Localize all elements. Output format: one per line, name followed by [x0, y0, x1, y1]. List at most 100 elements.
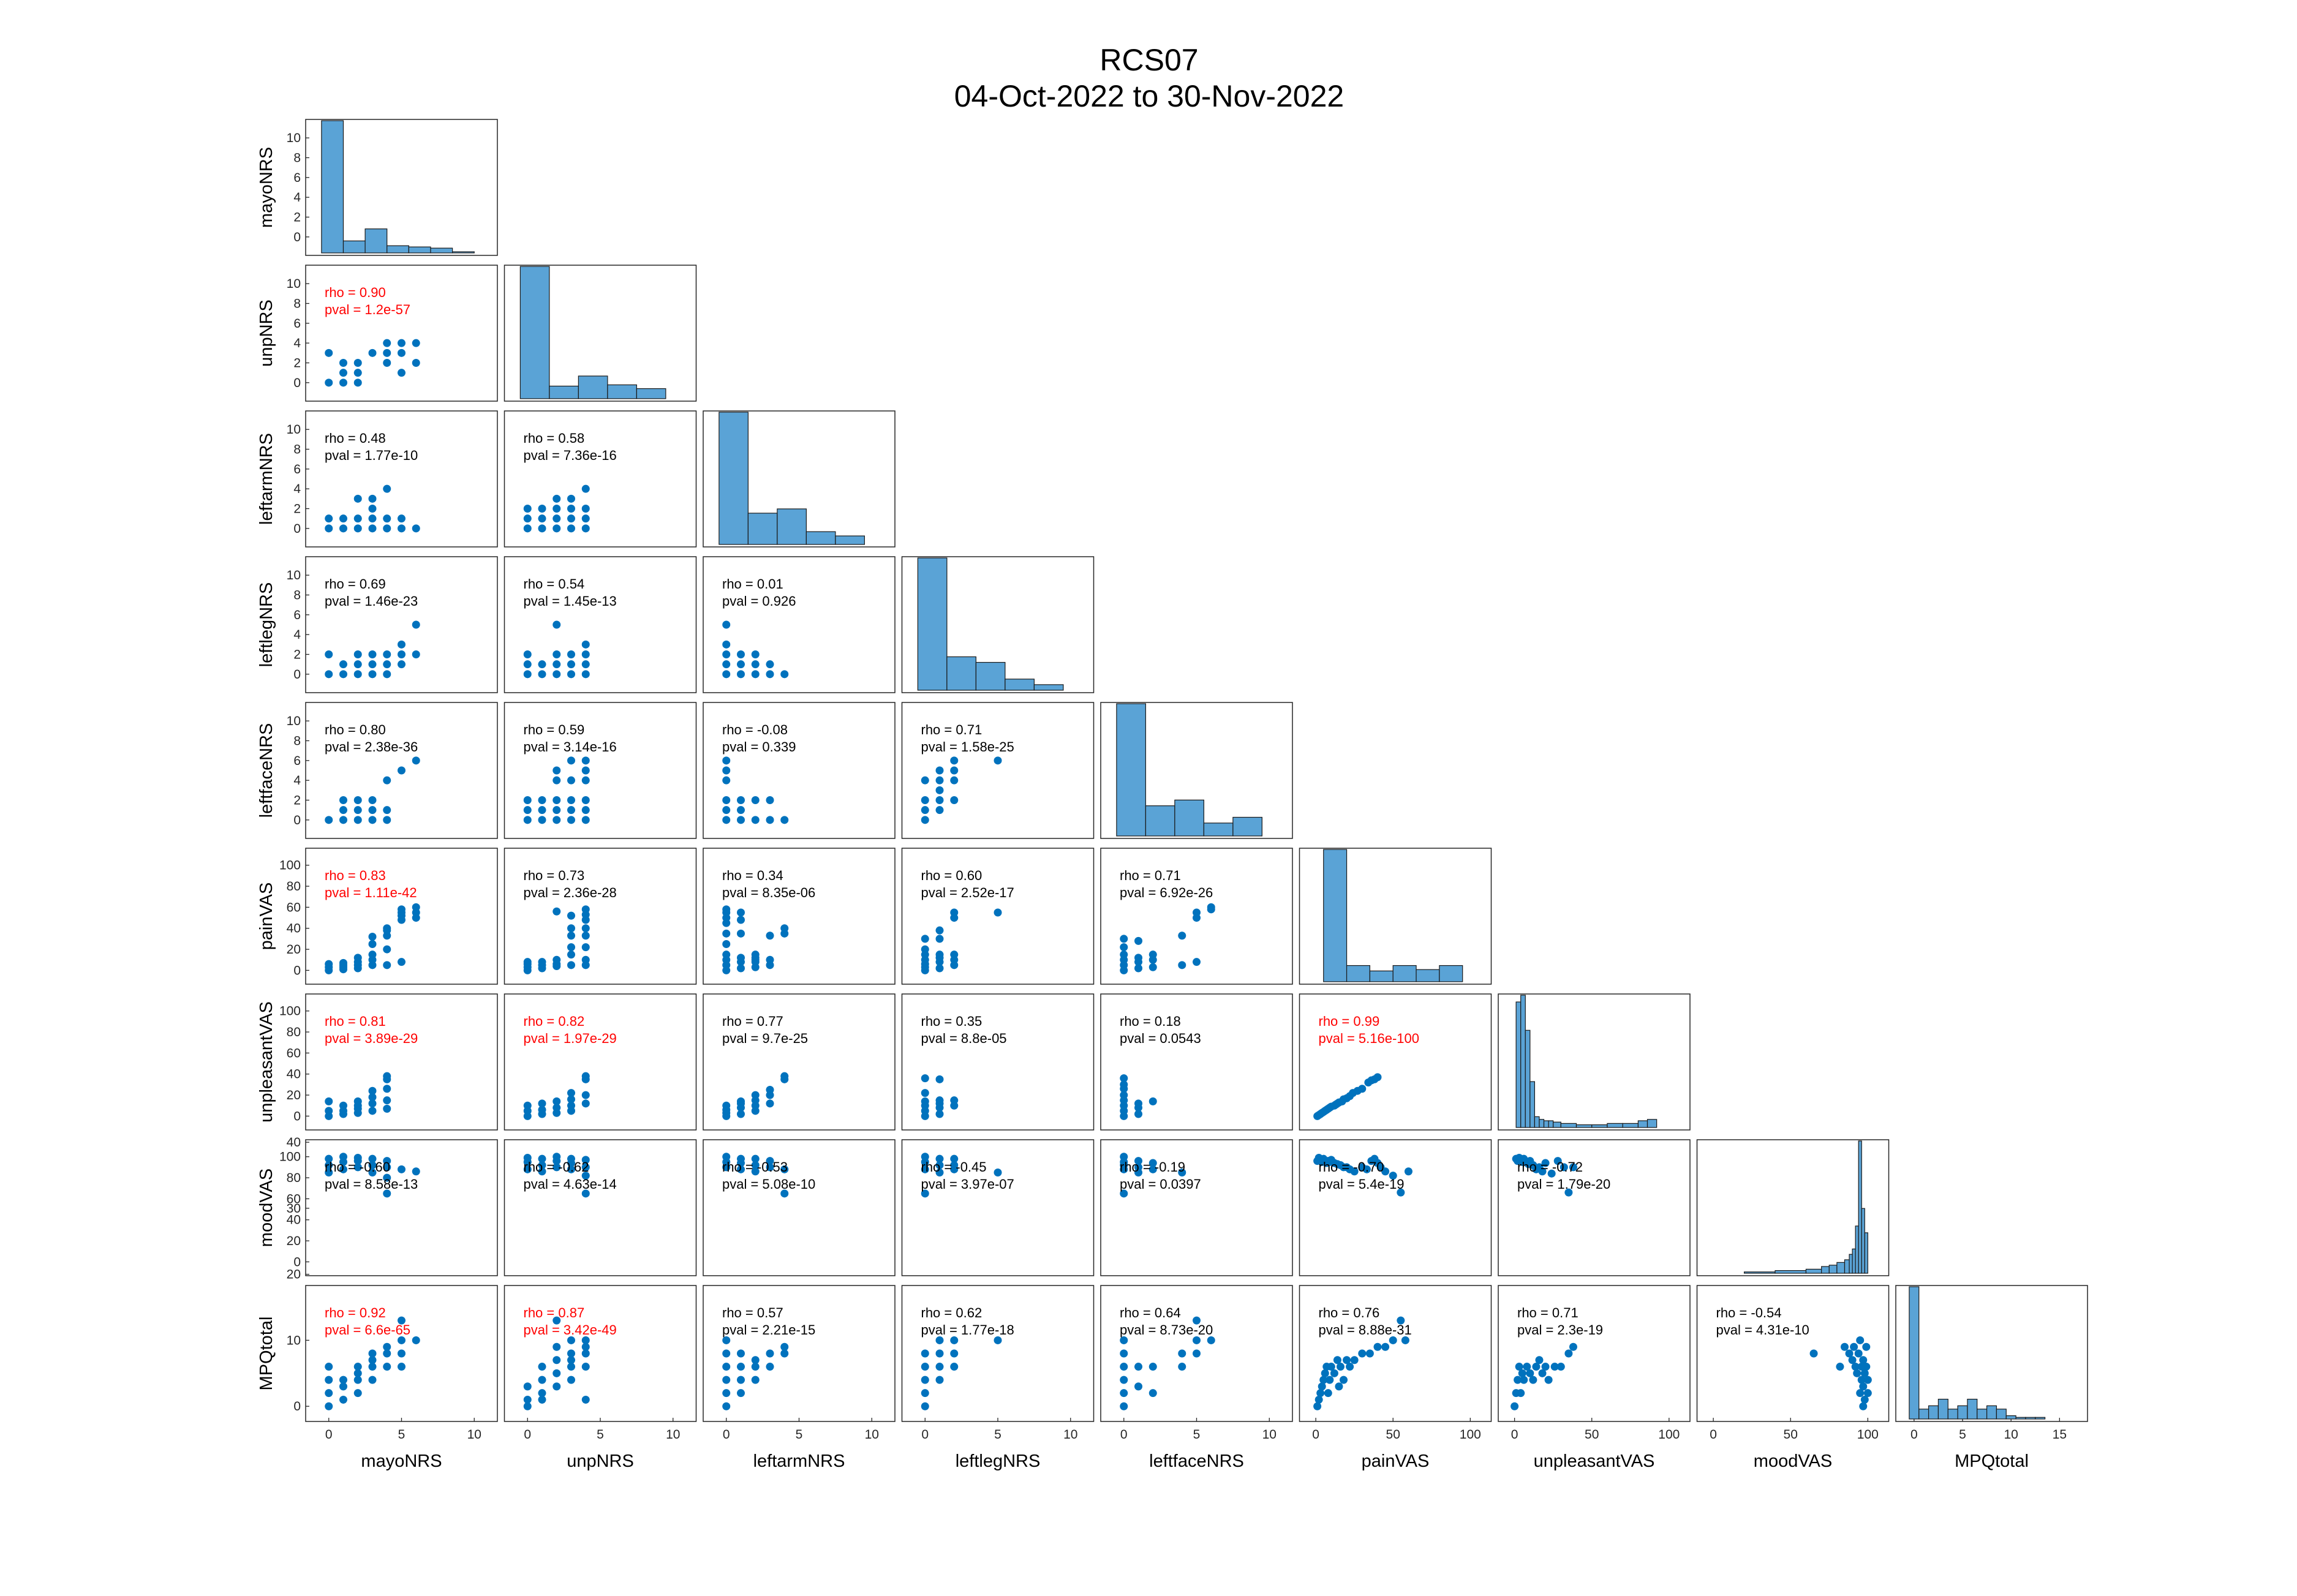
x-axis-label-mayoNRS: mayoNRS — [361, 1451, 442, 1471]
data-point — [737, 1097, 745, 1105]
y-tick-label: 100 — [279, 1004, 301, 1018]
data-point — [737, 1154, 745, 1163]
data-point — [722, 1349, 731, 1358]
y-tick-label: 10 — [287, 423, 301, 437]
data-point — [398, 1336, 405, 1344]
x-tick-label: 5 — [994, 1428, 1001, 1442]
scatter-unpleasantVAS-vs-leftlegNRS: rho = 0.35 pval = 8.8e-05 — [921, 1014, 1007, 1120]
histogram-bar — [1957, 1405, 1968, 1420]
data-point — [1809, 1349, 1818, 1358]
data-point — [1326, 1376, 1334, 1384]
data-point — [553, 1153, 561, 1161]
data-point — [581, 776, 590, 785]
data-point — [368, 806, 377, 815]
x-axis-label-unpleasantVAS: unpleasantVAS — [1534, 1451, 1655, 1471]
histogram-bar — [1033, 684, 1064, 691]
data-point — [353, 650, 362, 658]
y-tick-label: 10 — [287, 1333, 301, 1347]
histogram-bar — [1515, 1001, 1522, 1128]
data-point — [567, 670, 575, 679]
rho-label: rho = 0.57 — [722, 1305, 783, 1320]
y-tick-label: 20 — [287, 1234, 301, 1248]
scatter-unpleasantVAS-vs-painVAS: rho = 0.99 pval = 5.16e-100 — [1313, 1014, 1419, 1120]
data-point — [1848, 1356, 1857, 1365]
data-point — [567, 796, 575, 804]
histogram-bar — [835, 535, 865, 545]
data-point — [368, 796, 377, 804]
data-point — [1178, 1168, 1186, 1176]
data-point — [722, 660, 731, 669]
histogram-bar — [1346, 965, 1370, 982]
y-axis-label-unpleasantVAS: unpleasantVAS — [257, 1001, 276, 1123]
data-point — [751, 1376, 760, 1384]
data-point — [722, 905, 731, 914]
data-point — [1193, 1316, 1201, 1325]
x-tick-label: 50 — [1784, 1428, 1798, 1442]
data-point — [538, 1099, 546, 1108]
data-point — [581, 1156, 590, 1164]
data-point — [1340, 1376, 1348, 1384]
histogram-bar — [975, 661, 1006, 691]
data-point — [722, 1153, 731, 1161]
data-point — [722, 756, 731, 765]
panel-MPQtotal-vs-leftfaceNRS: 0 5 10 leftfaceNRS — [1100, 1285, 1293, 1471]
histogram-bar — [1232, 816, 1262, 837]
axes-frame — [305, 1139, 498, 1276]
data-point — [383, 1085, 391, 1093]
data-point — [581, 1163, 590, 1172]
scatter-painVAS-vs-leftfaceNRS: rho = 0.71 pval = 6.92e-26 — [1120, 868, 1215, 974]
data-point — [737, 1376, 745, 1384]
histogram-bar — [917, 557, 948, 691]
data-point — [383, 806, 391, 815]
scatter-painVAS-vs-mayoNRS: rho = 0.83 pval = 1.11e-42 — [325, 868, 420, 974]
data-point — [1358, 1349, 1367, 1358]
scatter-leftfaceNRS-vs-leftarmNRS: rho = -0.08 pval = 0.339 — [722, 722, 796, 824]
data-point — [553, 494, 561, 503]
y-tick-label: 4 — [293, 482, 301, 496]
data-point — [553, 907, 561, 916]
data-point — [1120, 1376, 1128, 1384]
data-point — [325, 514, 333, 523]
y-tick-label: 60 — [287, 1046, 301, 1060]
data-point — [1556, 1363, 1565, 1371]
data-point — [567, 514, 575, 523]
data-point — [581, 660, 590, 669]
data-point — [766, 670, 774, 679]
scatter-unpNRS-vs-mayoNRS: rho = 0.90 pval = 1.2e-57 — [325, 285, 420, 387]
data-point — [1569, 1163, 1577, 1172]
data-point — [1560, 1163, 1568, 1172]
data-point — [339, 958, 347, 967]
data-point — [1324, 1389, 1332, 1398]
data-point — [523, 514, 532, 523]
data-point — [383, 1096, 391, 1105]
histogram-leftlegNRS — [917, 557, 1064, 691]
data-point — [1148, 1363, 1157, 1371]
data-point — [538, 660, 546, 669]
data-point — [1860, 1369, 1869, 1377]
data-point — [383, 1163, 391, 1172]
histogram-bar — [747, 513, 778, 545]
histogram-bar — [1844, 1259, 1850, 1274]
data-point — [950, 1349, 959, 1358]
data-point — [1389, 1172, 1397, 1180]
data-point — [398, 348, 405, 357]
rho-label: rho = 0.81 — [325, 1014, 386, 1029]
data-point — [353, 796, 362, 804]
data-point — [325, 816, 333, 824]
histogram-bar — [1996, 1409, 2007, 1420]
data-point — [1532, 1363, 1541, 1371]
pval-label: pval = 3.42e-49 — [524, 1322, 617, 1338]
y-axis-label-leftlegNRS: leftlegNRS — [257, 582, 276, 668]
data-point — [567, 1363, 575, 1371]
scatter-leftfaceNRS-vs-mayoNRS: rho = 0.80 pval = 2.38e-36 — [325, 722, 420, 824]
pval-label: pval = 2.21e-15 — [722, 1322, 815, 1338]
data-point — [780, 1189, 789, 1198]
data-point — [581, 505, 590, 513]
histogram-bar — [408, 246, 431, 254]
data-point — [398, 1316, 405, 1325]
y-tick-label: 40 — [287, 1135, 301, 1150]
data-point — [1859, 1382, 1868, 1391]
data-point — [353, 494, 362, 503]
histogram-bar — [1553, 1121, 1561, 1128]
data-point — [368, 932, 377, 941]
